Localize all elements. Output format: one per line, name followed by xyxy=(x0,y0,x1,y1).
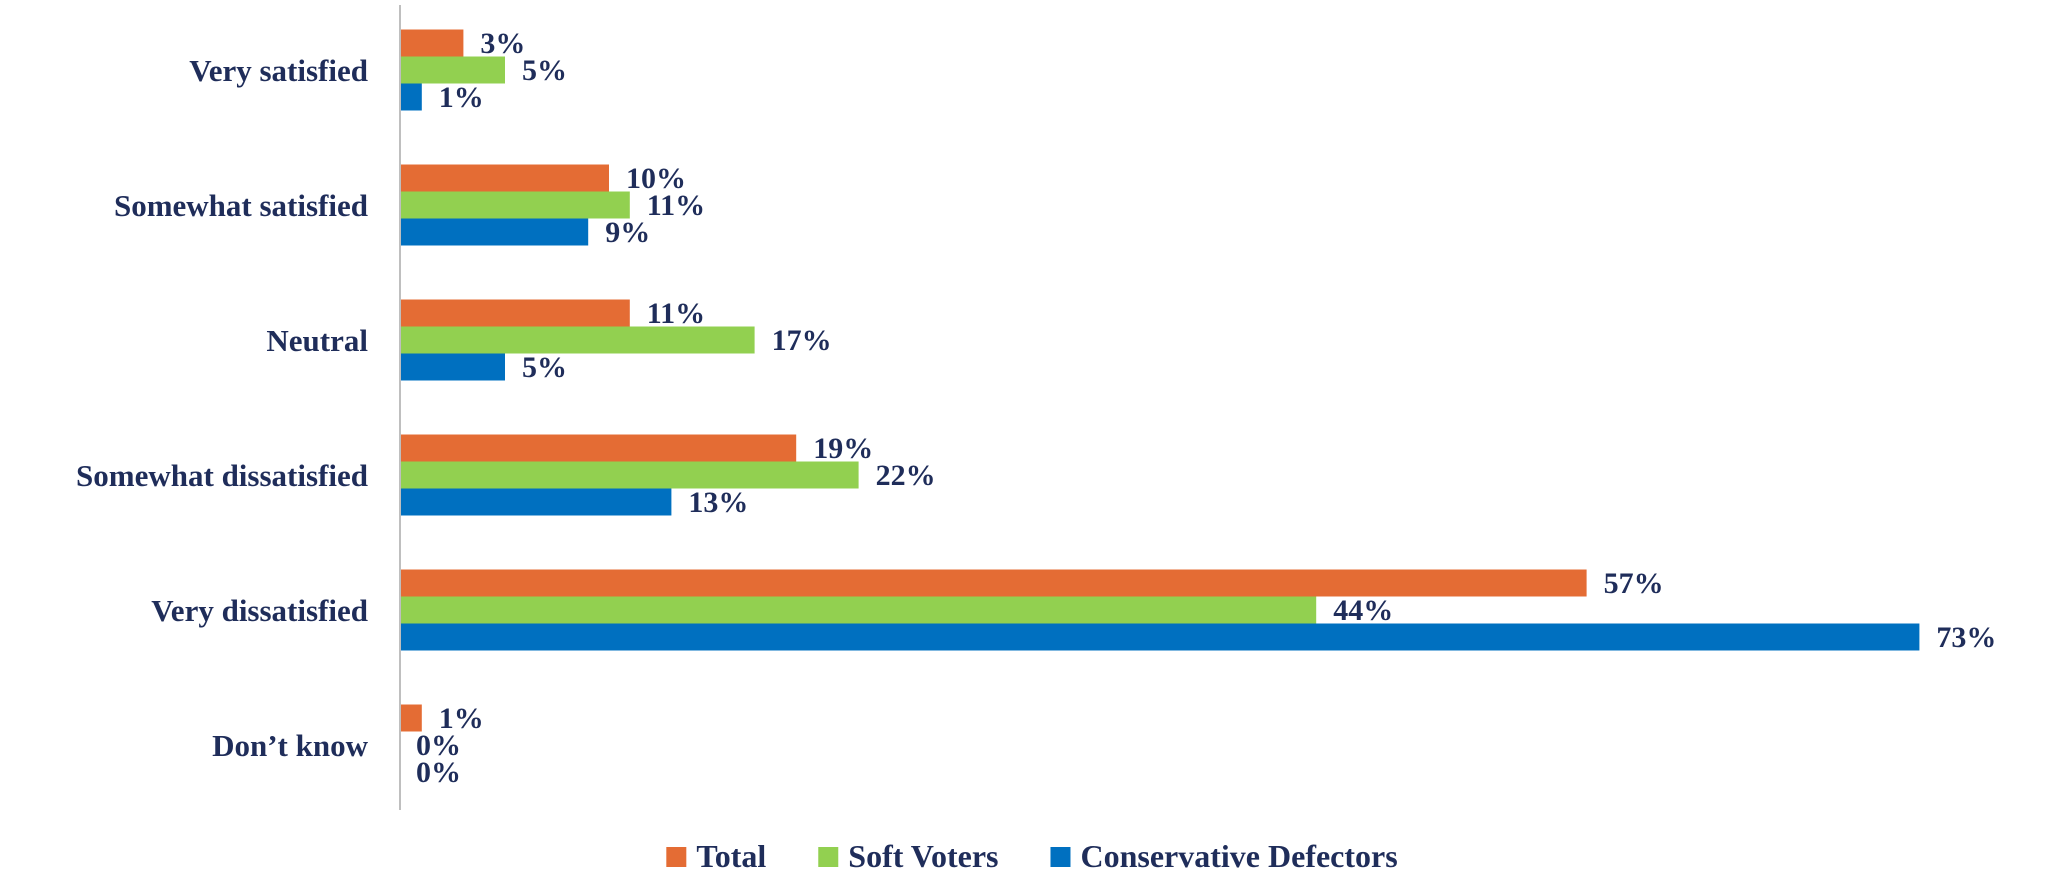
data-label-total-very-dissatisfied: 57% xyxy=(1604,567,1664,600)
category-label-very-satisfied: Very satisfied xyxy=(189,53,368,88)
bar-soft-voters-very-dissatisfied xyxy=(401,596,1317,624)
bar-conservative-defectors-somewhat-dissatisfied xyxy=(401,488,672,516)
category-label-neutral: Neutral xyxy=(266,323,368,358)
bar-total-neutral xyxy=(401,299,630,327)
bar-soft-voters-very-satisfied xyxy=(401,56,505,84)
legend: Total Soft Voters Conservative Defectors xyxy=(666,838,1398,874)
data-label-soft-voters-somewhat-dissatisfied: 22% xyxy=(876,459,936,492)
category-label-somewhat-satisfied: Somewhat satisfied xyxy=(114,188,368,223)
category-labels-layer: Very satisfied Somewhat satisfied Neutral S… xyxy=(76,53,369,763)
category-label-don-t-know: Don’t know xyxy=(212,728,369,763)
data-label-conservative-defectors-very-dissatisfied: 73% xyxy=(1936,621,1996,654)
bar-conservative-defectors-very-dissatisfied xyxy=(401,623,1920,651)
data-label-soft-voters-very-dissatisfied: 44% xyxy=(1333,594,1393,627)
legend-label-conservative-defectors: Conservative Defectors xyxy=(1080,838,1397,874)
legend-swatch-soft-voters xyxy=(818,847,839,867)
bar-conservative-defectors-very-satisfied xyxy=(401,83,422,111)
data-label-conservative-defectors-very-satisfied: 1% xyxy=(439,81,484,114)
data-label-total-don-t-know: 1% xyxy=(439,702,484,735)
legend-label-total: Total xyxy=(696,838,766,874)
data-label-conservative-defectors-somewhat-satisfied: 9% xyxy=(605,216,650,249)
data-label-conservative-defectors-somewhat-dissatisfied: 13% xyxy=(688,486,748,519)
data-label-soft-voters-neutral: 17% xyxy=(772,324,832,357)
data-label-soft-voters-very-satisfied: 5% xyxy=(522,54,567,87)
data-label-total-neutral: 11% xyxy=(647,297,705,330)
bar-total-somewhat-satisfied xyxy=(401,164,609,192)
data-label-soft-voters-don-t-know: 0% xyxy=(416,729,461,762)
bar-soft-voters-somewhat-dissatisfied xyxy=(401,461,859,489)
data-label-conservative-defectors-don-t-know: 0% xyxy=(416,756,461,789)
bars-layer xyxy=(401,29,1920,732)
category-label-somewhat-dissatisfied: Somewhat dissatisfied xyxy=(76,458,368,493)
bar-conservative-defectors-somewhat-satisfied xyxy=(401,218,589,246)
bar-soft-voters-somewhat-satisfied xyxy=(401,191,630,219)
bar-total-somewhat-dissatisfied xyxy=(401,434,797,462)
bar-total-don-t-know xyxy=(401,704,422,732)
data-labels-layer: 3%5%1%10%11%9%11%17%5%19%22%13%57%44%73%… xyxy=(416,27,1996,789)
legend-swatch-total xyxy=(666,847,687,867)
data-label-conservative-defectors-neutral: 5% xyxy=(522,351,567,384)
data-label-soft-voters-somewhat-satisfied: 11% xyxy=(647,189,705,222)
data-label-total-somewhat-satisfied: 10% xyxy=(626,162,686,195)
bar-total-very-dissatisfied xyxy=(401,569,1587,597)
bar-soft-voters-neutral xyxy=(401,326,755,354)
data-label-total-very-satisfied: 3% xyxy=(480,27,525,60)
bar-total-very-satisfied xyxy=(401,29,464,57)
data-label-total-somewhat-dissatisfied: 19% xyxy=(813,432,873,465)
bar-conservative-defectors-neutral xyxy=(401,353,505,381)
legend-label-soft-voters: Soft Voters xyxy=(848,838,998,874)
legend-swatch-conservative-defectors xyxy=(1050,847,1071,867)
category-label-very-dissatisfied: Very dissatisfied xyxy=(151,593,368,628)
